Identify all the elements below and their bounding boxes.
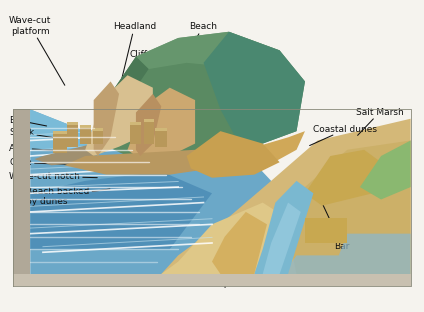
Text: Collapsed cliff: Collapsed cliff: [180, 51, 261, 104]
Polygon shape: [67, 122, 78, 125]
Polygon shape: [85, 75, 153, 156]
Polygon shape: [263, 202, 301, 274]
Polygon shape: [136, 94, 161, 156]
Polygon shape: [14, 274, 410, 286]
Text: Bay: Bay: [9, 116, 47, 126]
Polygon shape: [14, 274, 410, 286]
Polygon shape: [254, 181, 313, 274]
Polygon shape: [305, 150, 381, 206]
Polygon shape: [67, 122, 78, 147]
Text: Wave-cut
platform: Wave-cut platform: [9, 16, 65, 85]
Text: Cave: Cave: [9, 158, 81, 167]
Polygon shape: [94, 32, 305, 156]
Text: Headland: Headland: [113, 22, 156, 79]
Polygon shape: [93, 128, 103, 131]
Polygon shape: [212, 212, 267, 274]
Text: Beach: Beach: [175, 22, 217, 76]
Polygon shape: [131, 122, 142, 144]
Polygon shape: [14, 110, 30, 286]
Polygon shape: [30, 172, 212, 249]
Polygon shape: [204, 131, 305, 175]
Text: Arch: Arch: [9, 144, 69, 153]
Polygon shape: [93, 128, 103, 144]
Polygon shape: [80, 125, 91, 128]
Polygon shape: [80, 125, 91, 144]
Polygon shape: [360, 140, 410, 199]
Polygon shape: [53, 131, 67, 153]
Polygon shape: [161, 119, 410, 274]
Polygon shape: [128, 88, 195, 159]
Polygon shape: [187, 131, 279, 178]
Polygon shape: [136, 32, 296, 88]
Polygon shape: [155, 128, 167, 131]
Text: Wave-cut notch: Wave-cut notch: [9, 172, 97, 181]
Polygon shape: [144, 119, 153, 144]
Polygon shape: [204, 32, 305, 150]
Polygon shape: [30, 110, 271, 274]
Polygon shape: [53, 131, 67, 134]
Text: Spit: Spit: [218, 246, 236, 288]
Polygon shape: [144, 119, 153, 122]
Polygon shape: [64, 150, 212, 175]
Text: Coastal dunes: Coastal dunes: [310, 125, 377, 145]
Polygon shape: [30, 110, 161, 150]
Text: Tidal estuaru: Tidal estuaru: [237, 246, 296, 288]
Polygon shape: [14, 110, 30, 274]
Polygon shape: [161, 202, 296, 274]
Polygon shape: [276, 234, 410, 274]
Polygon shape: [131, 122, 142, 125]
Polygon shape: [94, 81, 119, 156]
Polygon shape: [94, 56, 148, 150]
Text: Stack: Stack: [9, 128, 59, 139]
Polygon shape: [155, 128, 167, 147]
Text: Cliff: Cliff: [118, 51, 148, 91]
Text: Beach backed
by dunes: Beach backed by dunes: [26, 187, 110, 206]
Text: Salt Marsh: Salt Marsh: [356, 108, 404, 135]
Text: Bar: Bar: [323, 205, 350, 251]
Polygon shape: [305, 218, 347, 243]
Polygon shape: [288, 140, 410, 274]
Polygon shape: [34, 144, 102, 165]
